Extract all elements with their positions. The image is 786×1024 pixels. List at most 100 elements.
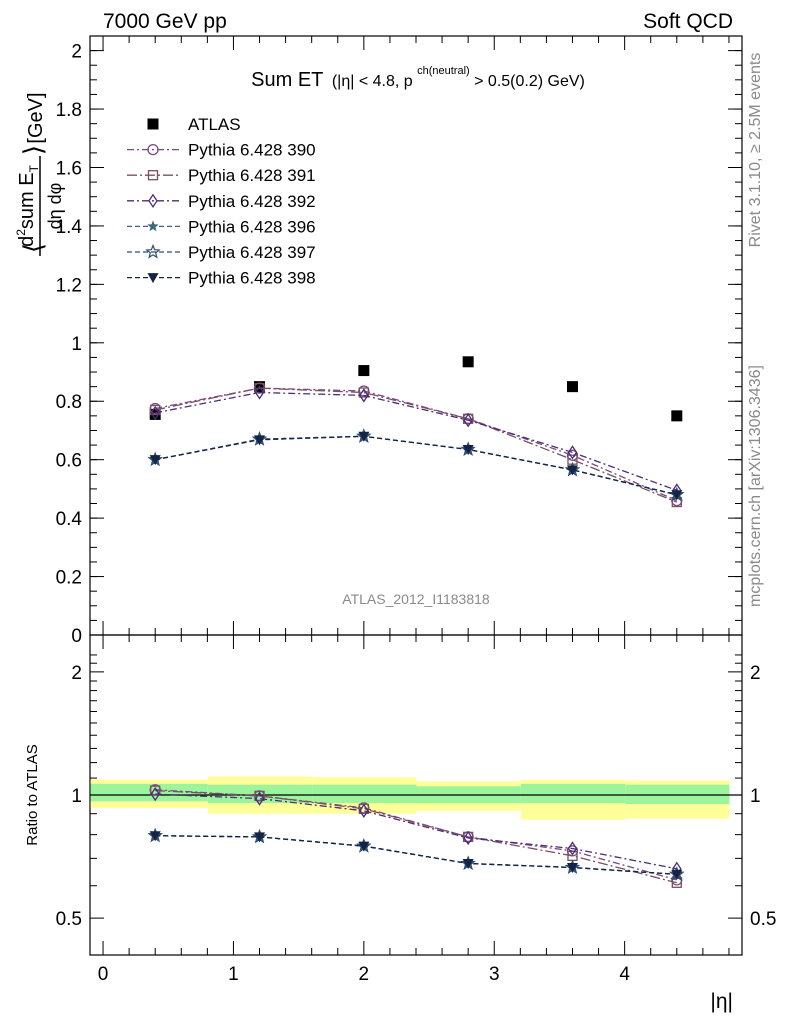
legend: ATLAS Pythia 6.428 390 Pythia 6.428 391 Pyt… (127, 115, 316, 288)
legend-label: Pythia 6.428 392 (188, 192, 316, 211)
main-data-point (463, 413, 473, 428)
header-right: Soft QCD (643, 10, 733, 33)
legend-item: Pythia 6.428 396 (127, 217, 316, 236)
main-ytick-label: 1 (71, 334, 82, 355)
legend-item: Pythia 6.428 392 (127, 192, 316, 211)
ratio-ytick-label-right: 2 (750, 663, 761, 684)
ylabel-num-pow: 2 (14, 229, 28, 236)
legend-marker (145, 243, 161, 259)
main-data-point (254, 385, 265, 400)
main-series-5 (147, 428, 685, 502)
main-ytick-label: 1.8 (56, 100, 82, 121)
header-left: 7000 GeV pp (103, 10, 227, 33)
legend-marker (147, 220, 159, 232)
main-ytick-label: 1.2 (56, 275, 82, 296)
main-data-point (358, 387, 369, 398)
legend-marker (147, 143, 159, 156)
legend-item: Pythia 6.428 391 (127, 166, 316, 185)
ratio-panel: Ratio to ATLAS |η| 0 1 2 3 4 0.5 0.5 1 1 2 2 (24, 36, 776, 1013)
ratio-data-point (566, 862, 578, 873)
main-ytick-label: 2 (71, 42, 82, 63)
ratio-series-2 (150, 786, 682, 876)
ratio-ytick-label: 0.5 (56, 909, 82, 930)
main-data-point (359, 388, 369, 403)
main-series-6 (149, 431, 683, 501)
xtick-label: 1 (228, 964, 239, 985)
xtick-label: 4 (619, 964, 630, 985)
ratio-data-point (150, 785, 161, 796)
ratio-ylabel: Ratio to ATLAS (24, 744, 41, 845)
ratio-data-point (254, 832, 266, 843)
main-ytick-label: 1.4 (56, 217, 83, 238)
legend-marker (147, 273, 159, 284)
ratio-series-line (155, 835, 677, 875)
ratio-series-line (155, 835, 677, 875)
ratio-series-5 (149, 831, 683, 880)
main-series-line (155, 391, 678, 492)
main-data-point (149, 455, 161, 466)
ratio-data-point (462, 859, 474, 870)
mcplots-note: mcplots.cern.ch [arXiv:1306.3436] (747, 365, 764, 607)
ylabel-bracket-left: ⟨ (18, 243, 48, 253)
ylabel-num-sub: T (27, 164, 41, 172)
rivet-note: Rivet 3.1.10, ≥ 2.5M events (747, 53, 764, 248)
ratio-data-point (463, 830, 473, 846)
legend-item: Pythia 6.428 397 (127, 243, 316, 262)
main-data-point (567, 445, 578, 460)
watermark: ATLAS_2012_I1183818 (342, 591, 490, 607)
ratio-ytick-label-right: 0.5 (750, 909, 776, 930)
main-data-point (566, 465, 578, 476)
ratio-data-point (671, 869, 683, 880)
legend-label: Pythia 6.428 397 (188, 243, 316, 262)
main-series-line (155, 387, 678, 503)
main-data-point (566, 381, 578, 393)
main-series-4 (149, 430, 683, 500)
main-data-point (150, 404, 161, 416)
main-data-point (462, 444, 474, 455)
main-panel: Sum ET (|η| < 4.8, p ch(neutral) > 0.5(0… (14, 35, 743, 647)
ratio-data-point (149, 831, 161, 842)
main-ytick-label: 0.8 (56, 392, 82, 413)
ratio-data-point (567, 841, 578, 856)
main-title-post: > 0.5(0.2) GeV) (474, 73, 585, 90)
main-ytick-label: 0.2 (56, 568, 82, 589)
ratio-band-inner (625, 784, 730, 805)
xtick-label: 0 (98, 964, 109, 985)
main-title-sup: ch(neutral) (417, 65, 470, 77)
main-ytick-label: 0 (71, 626, 82, 647)
main-data-point (254, 435, 266, 446)
main-data-point (150, 405, 160, 421)
main-ytick-label: 0.4 (56, 509, 83, 530)
ratio-data-point (358, 841, 370, 852)
ratio-data-point (359, 803, 369, 818)
ratio-band-inner (312, 784, 417, 804)
ratio-ytick-label: 1 (71, 786, 82, 807)
main-series-line (155, 435, 677, 496)
ylabel-num: sum E (16, 172, 38, 229)
legend-label: Pythia 6.428 398 (188, 269, 316, 288)
legend-marker (147, 118, 159, 130)
main-series-line (155, 435, 677, 496)
ratio-series-line (155, 835, 677, 875)
ylabel-bracket-right: ⟩ (18, 145, 48, 155)
legend-label: Pythia 6.428 396 (188, 217, 316, 236)
ylabel-d2: d2sum ET (14, 164, 41, 247)
xtick-label: 2 (359, 964, 370, 985)
ratio-ytick-label-right: 1 (750, 786, 761, 807)
main-series-3 (150, 385, 682, 498)
ratio-band-inner (90, 783, 208, 802)
main-ytick-label: 1.6 (56, 158, 82, 179)
legend-label: ATLAS (188, 115, 241, 134)
ylabel-unit: [GeV] (25, 92, 47, 143)
ratio-ytick-label: 2 (71, 663, 82, 684)
ratio-data-point (254, 791, 265, 806)
main-data-point (462, 356, 474, 368)
ylabel-den: dη dφ (45, 183, 65, 230)
main-series-0 (149, 356, 683, 422)
legend-marker (148, 193, 158, 208)
main-ytick-label: 0.6 (56, 451, 82, 472)
legend-item: Pythia 6.428 398 (127, 269, 316, 288)
main-data-point (671, 410, 683, 422)
legend-marker (147, 170, 159, 181)
